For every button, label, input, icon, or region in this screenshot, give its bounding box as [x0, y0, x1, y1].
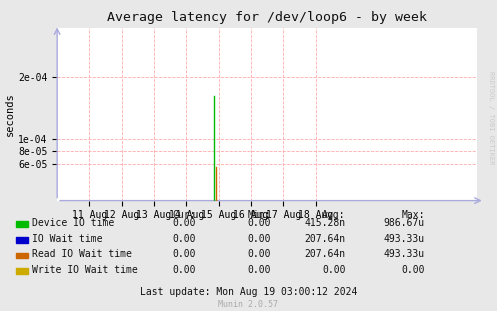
- Text: 0.00: 0.00: [322, 265, 345, 275]
- Text: 0.00: 0.00: [248, 265, 271, 275]
- Text: 0.00: 0.00: [248, 218, 271, 228]
- Text: Device IO time: Device IO time: [32, 218, 114, 228]
- Text: 0.00: 0.00: [173, 265, 196, 275]
- Title: Average latency for /dev/loop6 - by week: Average latency for /dev/loop6 - by week: [107, 11, 427, 24]
- Text: 0.00: 0.00: [402, 265, 425, 275]
- Text: 0.00: 0.00: [248, 234, 271, 244]
- Text: Read IO Wait time: Read IO Wait time: [32, 249, 132, 259]
- Text: Max:: Max:: [402, 210, 425, 220]
- Text: 0.00: 0.00: [248, 249, 271, 259]
- Text: 493.33u: 493.33u: [384, 234, 425, 244]
- Text: Avg:: Avg:: [322, 210, 345, 220]
- Text: Munin 2.0.57: Munin 2.0.57: [219, 300, 278, 309]
- Text: Last update: Mon Aug 19 03:00:12 2024: Last update: Mon Aug 19 03:00:12 2024: [140, 287, 357, 297]
- Text: 986.67u: 986.67u: [384, 218, 425, 228]
- Text: 0.00: 0.00: [173, 218, 196, 228]
- Text: Min:: Min:: [248, 210, 271, 220]
- Text: RRDTOOL / TOBI OETIKER: RRDTOOL / TOBI OETIKER: [488, 72, 494, 165]
- Text: Cur:: Cur:: [173, 210, 196, 220]
- Text: 207.64n: 207.64n: [304, 249, 345, 259]
- Text: 207.64n: 207.64n: [304, 234, 345, 244]
- Text: IO Wait time: IO Wait time: [32, 234, 103, 244]
- Text: Write IO Wait time: Write IO Wait time: [32, 265, 138, 275]
- Text: 0.00: 0.00: [173, 234, 196, 244]
- Text: 493.33u: 493.33u: [384, 249, 425, 259]
- Text: 415.28n: 415.28n: [304, 218, 345, 228]
- Y-axis label: seconds: seconds: [5, 92, 15, 136]
- Text: 0.00: 0.00: [173, 249, 196, 259]
